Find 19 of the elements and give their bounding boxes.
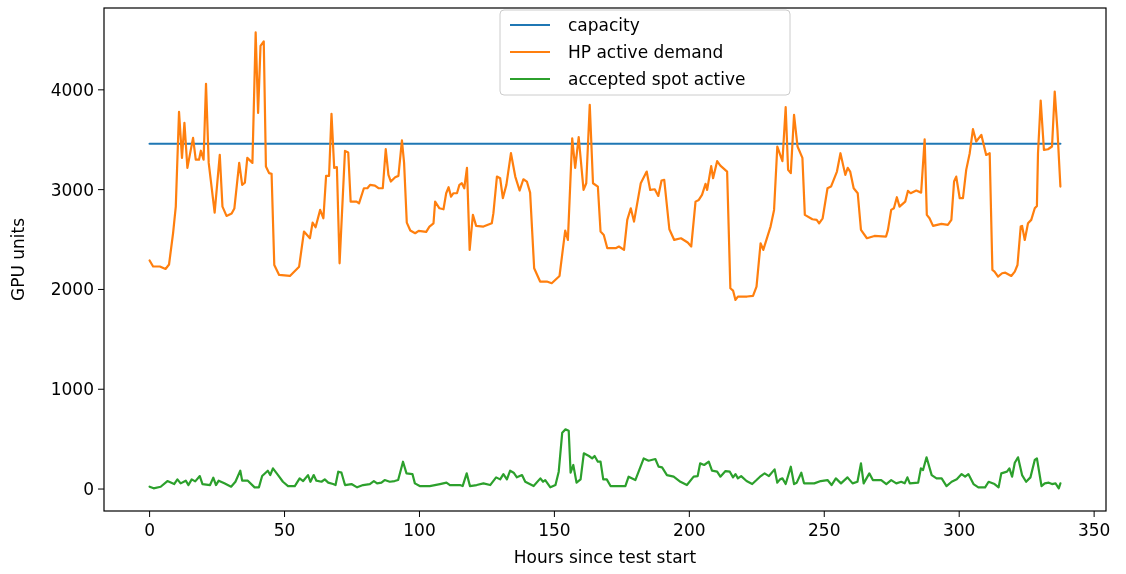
x-tick-label: 350 [1077,520,1111,540]
y-tick-label: 2000 [50,279,94,300]
legend-label: capacity [568,14,640,35]
legend-label: HP active demand [568,41,724,62]
legend-label: accepted spot active [568,68,746,89]
x-tick-label: 300 [942,520,976,540]
y-tick-label: 4000 [50,79,94,100]
y-tick-label: 3000 [50,179,94,200]
x-axis-title: Hours since test start [513,547,697,567]
x-tick-label: 200 [673,520,706,540]
y-tick-label: 0 [83,478,94,499]
x-tick-label: 50 [273,520,296,540]
line-series [148,428,1062,490]
x-tick-label: 100 [403,520,436,540]
y-tick-label: 1000 [50,379,94,400]
x-tick-label: 0 [144,520,156,540]
y-axis-title: GPU units [8,217,28,302]
x-tick-label: 150 [538,520,571,540]
x-tick-label: 250 [808,520,841,540]
